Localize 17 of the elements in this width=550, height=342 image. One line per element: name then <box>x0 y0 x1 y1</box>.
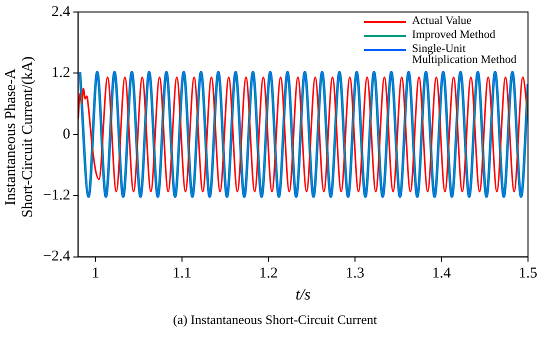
y-tick-label: 0 <box>62 126 70 142</box>
y-tick-label: 2.4 <box>51 4 71 20</box>
x-tick-label: 1.3 <box>346 266 364 282</box>
y-tick-label: 1.2 <box>51 65 70 82</box>
x-tick-label: 1.4 <box>432 266 452 282</box>
legend-label: Single-Unit Multiplication Method <box>412 43 518 66</box>
x-tick-label: 1.1 <box>172 266 192 282</box>
y-tick-label: −1.2 <box>42 188 70 204</box>
legend-label: Improved Method <box>412 29 496 41</box>
legend-label: Actual Value <box>412 15 472 27</box>
y-axis-title: Instantaneous Phase-A Short-Circuit Current/(kA) <box>3 55 37 220</box>
x-tick-label: 1 <box>92 266 100 282</box>
x-tick-label: 1.5 <box>518 266 538 282</box>
text: (a) Instantaneous Short-Circuit Current <box>172 312 378 328</box>
x-axis-title: t/s <box>296 286 311 304</box>
x-tick-label: 1.2 <box>259 266 278 282</box>
y-tick-label: −2.4 <box>42 248 71 265</box>
